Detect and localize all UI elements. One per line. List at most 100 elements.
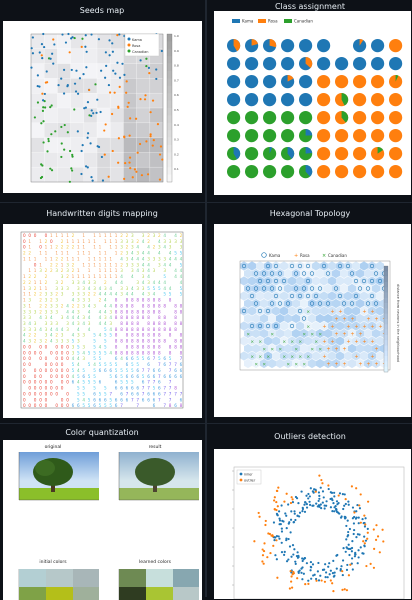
svg-text:2: 2 — [28, 251, 31, 256]
seeds-legend: Kama Rosa Canadian — [124, 33, 160, 57]
svg-text:4: 4 — [142, 280, 145, 285]
svg-text:6: 6 — [163, 362, 166, 367]
svg-text:×: × — [282, 354, 286, 360]
svg-text:8: 8 — [147, 321, 150, 326]
svg-text:5: 5 — [104, 333, 107, 338]
svg-text:8: 8 — [153, 321, 156, 326]
svg-text:4: 4 — [169, 256, 172, 261]
svg-text:8: 8 — [174, 386, 177, 391]
svg-text:0: 0 — [28, 403, 31, 408]
svg-text:6: 6 — [169, 374, 172, 379]
svg-text:×: × — [286, 361, 290, 367]
svg-text:3: 3 — [45, 321, 48, 326]
svg-text:1: 1 — [104, 251, 107, 256]
svg-text:1: 1 — [66, 233, 69, 238]
card-title[interactable]: Handwritten digits mapping — [46, 209, 158, 218]
svg-text:3: 3 — [28, 286, 31, 291]
svg-text:0: 0 — [23, 362, 26, 367]
svg-text:2: 2 — [34, 274, 37, 279]
svg-text:3: 3 — [147, 256, 150, 261]
svg-text:6: 6 — [158, 380, 161, 385]
svg-text:1: 1 — [77, 245, 80, 250]
svg-text:1: 1 — [115, 233, 118, 238]
card-title[interactable]: Outliers detection — [274, 432, 346, 441]
seeds-map-thumbnail[interactable]: Kama Rosa Canadian 1.0 0.9 0.8 0.7 0.6 0.5 0.4… — [3, 21, 202, 193]
svg-text:2: 2 — [23, 280, 26, 285]
quantization-thumbnail[interactable]: original result initial colors learned c… — [3, 440, 202, 600]
svg-text:6: 6 — [136, 374, 139, 379]
svg-text:6: 6 — [136, 368, 139, 373]
svg-text:3: 3 — [82, 356, 85, 361]
svg-text:0: 0 — [55, 374, 58, 379]
class-assignment-thumbnail[interactable]: Kama Rosa Canadian — [214, 11, 411, 195]
svg-text:7: 7 — [169, 362, 172, 367]
svg-text:8: 8 — [126, 309, 129, 314]
svg-text:8: 8 — [120, 321, 123, 326]
card-seeds-map[interactable]: Seeds map Kama Rosa Canadian 1.0 0.9 0.8 0.… — [0, 0, 204, 200]
svg-text:2: 2 — [147, 233, 150, 238]
card-title[interactable]: Seeds map — [79, 6, 125, 15]
svg-text:0: 0 — [39, 245, 42, 250]
svg-text:3: 3 — [77, 309, 80, 314]
card-hex-topology[interactable]: Hexagonal Topology Kama + Rosa × Canadia… — [208, 205, 412, 420]
card-outliers[interactable]: Outliers detection inlier outlier — [208, 426, 412, 599]
svg-text:6: 6 — [136, 386, 139, 391]
svg-text:0: 0 — [39, 356, 42, 361]
svg-text:3: 3 — [136, 251, 139, 256]
svg-text:8: 8 — [169, 350, 172, 355]
svg-text:+: + — [362, 324, 366, 330]
svg-text:0: 0 — [66, 403, 69, 408]
svg-text:5: 5 — [104, 403, 107, 408]
svg-text:×: × — [290, 354, 294, 360]
svg-text:6: 6 — [72, 380, 75, 385]
svg-text:5: 5 — [72, 362, 75, 367]
svg-text:3: 3 — [153, 256, 156, 261]
svg-text:8: 8 — [126, 344, 129, 349]
svg-text:8: 8 — [131, 315, 134, 320]
card-title[interactable]: Hexagonal Topology — [269, 209, 351, 218]
svg-text:6: 6 — [158, 386, 161, 391]
svg-text:3: 3 — [109, 321, 112, 326]
svg-text:5: 5 — [180, 286, 183, 291]
svg-text:1: 1 — [50, 245, 53, 250]
svg-text:8: 8 — [115, 298, 118, 303]
legend-inlier: inlier — [244, 473, 253, 477]
svg-text:8: 8 — [163, 339, 166, 344]
svg-text:3: 3 — [23, 309, 26, 314]
svg-text:8: 8 — [120, 339, 123, 344]
svg-text:8: 8 — [180, 344, 183, 349]
svg-text:+: + — [354, 324, 358, 330]
svg-text:8: 8 — [180, 303, 183, 308]
card-color-quantization[interactable]: Color quantization original result — [0, 426, 204, 600]
svg-text:0: 0 — [34, 368, 37, 373]
card-title[interactable]: Color quantization — [65, 428, 139, 437]
outliers-thumbnail[interactable]: inlier outlier — [214, 449, 411, 599]
svg-text:0: 0 — [45, 403, 48, 408]
card-class-assignment[interactable]: Class assignment Kama Rosa Canadian — [208, 0, 412, 200]
svg-text:1: 1 — [115, 245, 118, 250]
svg-text:0: 0 — [61, 368, 64, 373]
svg-text:0: 0 — [50, 239, 53, 244]
svg-text:8: 8 — [136, 350, 139, 355]
svg-text:×: × — [278, 346, 282, 352]
svg-text:8: 8 — [169, 327, 172, 332]
svg-text:2: 2 — [61, 256, 64, 261]
svg-text:+: + — [354, 339, 358, 345]
svg-text:3: 3 — [180, 239, 183, 244]
svg-text:2: 2 — [61, 303, 64, 308]
svg-text:+: + — [346, 339, 350, 345]
svg-text:4: 4 — [72, 315, 75, 320]
svg-text:4: 4 — [142, 251, 145, 256]
card-title[interactable]: Class assignment — [274, 2, 346, 11]
svg-text:1: 1 — [39, 280, 42, 285]
svg-text:8: 8 — [169, 344, 172, 349]
svg-text:2: 2 — [104, 280, 107, 285]
hex-markers: ×++++++++++×+++++++×××××+++++××××××+++++… — [241, 263, 387, 367]
svg-text:1: 1 — [39, 286, 42, 291]
hex-thumbnail[interactable]: Kama + Rosa × Canadian ×++++++++++×+++++… — [214, 224, 411, 417]
svg-text:4: 4 — [82, 280, 85, 285]
svg-text:×: × — [322, 253, 326, 259]
svg-text:1: 1 — [72, 239, 75, 244]
